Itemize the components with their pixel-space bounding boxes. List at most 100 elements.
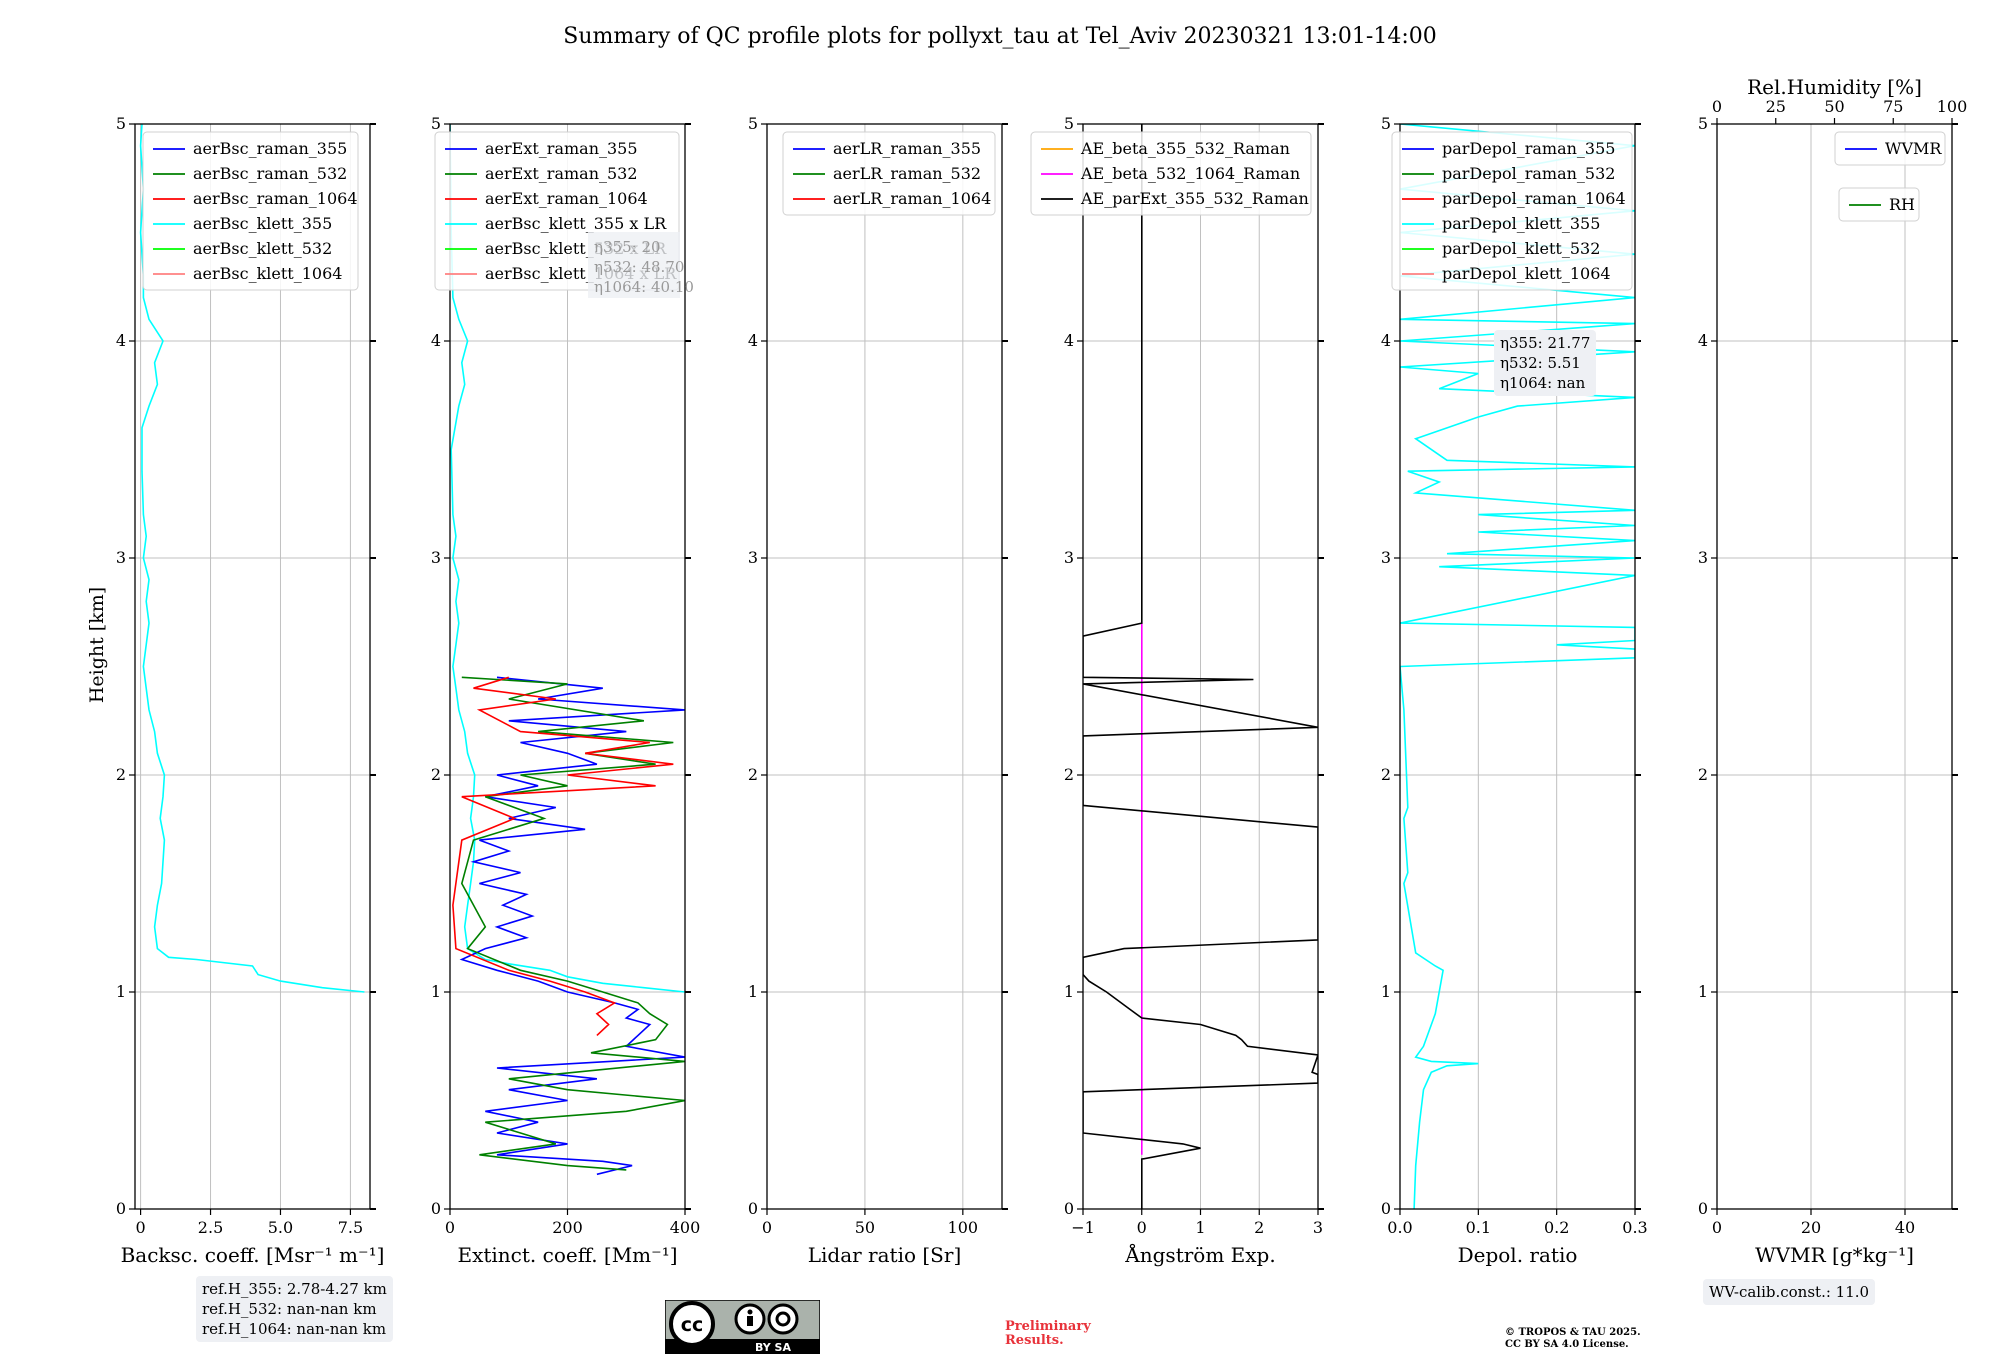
panels-group: 0 2.5 5.0 7.5 0 1 2 3 4 5 Backsc. coeff. [Msr⁻¹ m⁻… (116, 75, 1967, 1267)
by-icon-body (747, 1316, 753, 1326)
y-tick-label: 3 (116, 548, 126, 567)
legend-label: aerExt_raman_1064 (485, 189, 648, 208)
legend-label: aerBsc_klett_355 x LR (485, 214, 667, 233)
y-tick-label: 0 (1381, 1199, 1391, 1218)
x-tick-label: 0 (762, 1218, 772, 1237)
y-tick-label: 0 (431, 1199, 441, 1218)
y-tick-label: 2 (748, 765, 758, 784)
y-tick-label: 5 (1381, 114, 1391, 133)
y-tick-label: 3 (431, 548, 441, 567)
legend-box (1030, 131, 1312, 216)
y-tick-label: 4 (748, 331, 758, 350)
eta-1064: η1064: nan (1500, 374, 1586, 392)
legend-label: parDepol_klett_355 (1442, 214, 1600, 233)
legend-label: aerBsc_klett_1064 (193, 264, 342, 283)
axes-frame (1716, 123, 1953, 1210)
top-x-axis-label: Rel.Humidity [%] (1747, 75, 1922, 99)
y-tick-label: 2 (1698, 765, 1708, 784)
x-axis-label: Depol. ratio (1458, 1243, 1578, 1267)
axes-frame (1399, 123, 1636, 1210)
legend-label: parDepol_raman_355 (1442, 139, 1615, 158)
series-line-AE_parExt_355_532_Raman (1083, 124, 1318, 1209)
legend-label: aerBsc_raman_532 (193, 164, 347, 183)
y-tick-label: 5 (748, 114, 758, 133)
series-line-aerExt_raman_1064 (452, 676, 674, 1036)
y-axis-label: Height [km] (86, 587, 108, 703)
legend-label: aerBsc_klett_355 (193, 214, 332, 233)
x-tick-label: 2 (1254, 1218, 1264, 1237)
preliminary-results-note: Preliminary Results. (1005, 1320, 1091, 1348)
y-tick-label: 3 (1064, 548, 1074, 567)
y-tick-label: 3 (1698, 548, 1708, 567)
y-tick-label: 3 (748, 548, 758, 567)
copyright-note: © TROPOS & TAU 2025. CC BY SA 4.0 Licens… (1505, 1327, 1641, 1351)
copyright-line2: CC BY SA 4.0 License. (1505, 1339, 1629, 1350)
y-tick-label: 1 (431, 982, 441, 1001)
overlay-box (588, 232, 680, 298)
overlay-text: η532: 48.70 (594, 258, 684, 276)
x-axis-label: Ångström Exp. (1124, 1242, 1275, 1267)
x-tick-label: 20 (1801, 1218, 1821, 1237)
legend-label: aerBsc_raman_1064 (193, 189, 358, 208)
x-axis-label: Backsc. coeff. [Msr⁻¹ m⁻¹] (121, 1243, 385, 1267)
depol-eta-box: η355: 21.77 η532: 5.51 η1064: nan (1494, 330, 1597, 396)
y-tick-label: 2 (116, 765, 126, 784)
panel-lidar_ratio: 0 50 100 0 1 2 3 4 5 Lidar ratio [Sr] aerLR_raman_… (748, 114, 1008, 1267)
axes-frame (134, 123, 371, 1210)
legend-label: aerLR_raman_355 (833, 139, 981, 158)
legend-label: AE_beta_532_1064_Raman (1080, 164, 1300, 183)
cc-license-badge: cc BY SA (665, 1300, 820, 1354)
ref-height-1064: ref.H_1064: nan-nan km (202, 1320, 387, 1338)
legend-label: aerExt_raman_355 (485, 139, 638, 158)
y-tick-label: 0 (116, 1199, 126, 1218)
legend-label: AE_beta_355_532_Raman (1080, 139, 1290, 158)
x-axis-label: WVMR [g*kg⁻¹] (1755, 1243, 1914, 1267)
series-line-aerBsc_klett_355 x LR (450, 124, 685, 993)
panel-wvmr_rh: 0 20 40 0 1 2 3 4 5 WVMR [g*kg⁻¹] 0 25 50 75 100 Rel.Hu… (1698, 75, 1967, 1267)
cc-letters: cc (681, 1314, 704, 1336)
overlay-text: η355: 20 (594, 238, 661, 256)
x-tick-label: 0.0 (1387, 1218, 1412, 1237)
y-tick-label: 1 (1381, 982, 1391, 1001)
x-tick-label: 0.1 (1466, 1218, 1491, 1237)
legend-label: WVMR (1885, 139, 1942, 158)
y-tick-label: 5 (116, 114, 126, 133)
legend-label: aerBsc_klett_532 (193, 239, 332, 258)
y-tick-label: 0 (1698, 1199, 1708, 1218)
legend-label: aerExt_raman_532 (485, 164, 638, 183)
y-tick-label: 2 (1381, 765, 1391, 784)
panel-backscatter: 0 2.5 5.0 7.5 0 1 2 3 4 5 Backsc. coeff. [Msr⁻¹ m⁻… (116, 114, 385, 1267)
legend-label: AE_parExt_355_532_Raman (1080, 189, 1309, 208)
y-tick-label: 5 (1064, 114, 1074, 133)
x-tick-label: 1 (1195, 1218, 1205, 1237)
y-tick-label: 3 (1381, 548, 1391, 567)
y-tick-label: 4 (1381, 331, 1391, 350)
legend-label: parDepol_raman_1064 (1442, 189, 1626, 208)
legend-label: RH (1889, 195, 1915, 214)
x-tick-label: 200 (552, 1218, 583, 1237)
series-line-aerExt_raman_355 (459, 676, 685, 1176)
legend-box (1834, 131, 1946, 166)
wv-calib-const: WV-calib.const.: 11.0 (1709, 1283, 1870, 1301)
legend-label: parDepol_klett_1064 (1442, 264, 1611, 283)
x-tick-label: 0.2 (1544, 1218, 1569, 1237)
panel-depolarization: 0.0 0.1 0.2 0.3 0 1 2 3 4 5 Depol. ratio parDepol_r… (1381, 114, 1648, 1267)
y-tick-label: 4 (1064, 331, 1074, 350)
top-x-tick-label: 50 (1824, 97, 1844, 116)
x-tick-label: 0 (136, 1218, 146, 1237)
figure-title: Summary of QC profile plots for pollyxt_… (563, 24, 1436, 49)
y-tick-label: 4 (431, 331, 441, 350)
overlay-text: η1064: 40.10 (594, 278, 694, 296)
x-tick-label: 7.5 (338, 1218, 363, 1237)
x-tick-label: 400 (670, 1218, 701, 1237)
x-tick-label: 3 (1313, 1218, 1323, 1237)
x-axis-label: Extinct. coeff. [Mm⁻¹] (457, 1243, 677, 1267)
sa-icon-arrow (775, 1311, 791, 1327)
legend-box (142, 131, 359, 291)
legend-label: parDepol_raman_532 (1442, 164, 1615, 183)
legend-label: aerLR_raman_1064 (833, 189, 991, 208)
x-tick-label: 100 (948, 1218, 979, 1237)
x-tick-label: 5.0 (268, 1218, 293, 1237)
